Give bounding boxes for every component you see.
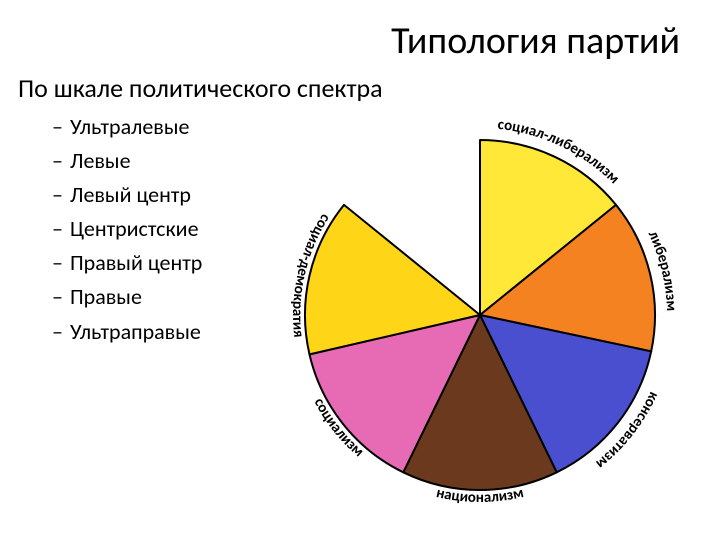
spectrum-list: –Ультралевые –Левые –Левый центр –Центри… xyxy=(52,110,202,349)
list-item: –Ультраправые xyxy=(52,315,202,349)
list-item-label: Правые xyxy=(70,283,142,310)
list-item: –Правый центр xyxy=(52,246,202,280)
list-item-label: Левый центр xyxy=(70,181,191,208)
list-item: –Правые xyxy=(52,280,202,314)
list-item-label: Ультраправые xyxy=(70,318,201,345)
list-item-label: Левые xyxy=(70,147,131,174)
list-item: –Ультралевые xyxy=(52,110,202,144)
list-item: –Левые xyxy=(52,144,202,178)
list-item-label: Центристские xyxy=(70,215,199,242)
political-spectrum-pie: социал-либерализмлиберализмконсерватизмн… xyxy=(250,90,710,520)
list-item: –Левый центр xyxy=(52,178,202,212)
list-item: –Центристские xyxy=(52,212,202,246)
list-item-label: Ультралевые xyxy=(70,113,189,140)
page-title: Типология партий xyxy=(391,18,680,64)
pie-svg: социал-либерализмлиберализмконсерватизмн… xyxy=(250,90,710,520)
list-item-label: Правый центр xyxy=(70,249,202,276)
